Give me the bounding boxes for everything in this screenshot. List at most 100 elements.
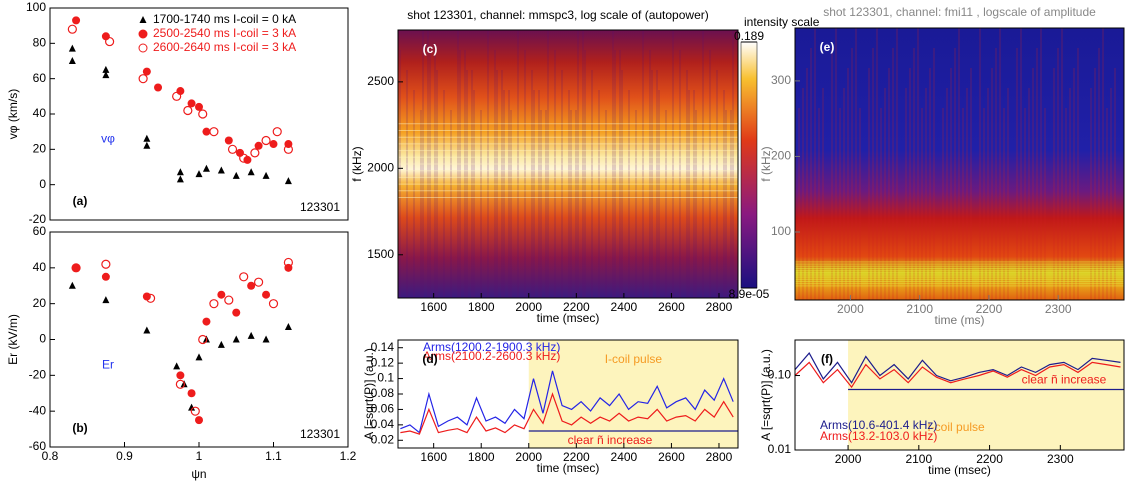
x-axis-label: time (msec)	[537, 311, 600, 325]
data-point	[101, 272, 110, 281]
legend-label: Arms(10.6-401.4 kHz)	[820, 418, 937, 432]
x-axis-label: ψn	[191, 467, 206, 481]
shaded-region	[848, 340, 1124, 450]
y-tick-label: 1500	[367, 247, 394, 261]
data-point	[138, 74, 148, 84]
data-point	[217, 166, 225, 174]
data-point	[68, 44, 76, 52]
shot-label: 123301	[300, 427, 340, 441]
data-point	[239, 153, 249, 163]
data-line	[400, 392, 734, 435]
x-tick-label: 2000	[837, 302, 864, 316]
legend-label: 2600-2640 ms I-coil = 3 kA	[153, 40, 296, 54]
data-line	[400, 370, 734, 434]
quantity-label: vφ	[101, 132, 115, 146]
legend-label: Arms(2100.2-2600.3 kHz)	[423, 349, 560, 363]
plot-frame	[794, 27, 1125, 301]
legend-marker	[138, 29, 148, 39]
data-point	[198, 334, 208, 345]
x-tick-label: 2800	[706, 450, 733, 464]
data-point	[224, 295, 234, 305]
x-tick-label: 2100	[906, 302, 933, 316]
data-point	[71, 263, 81, 273]
legend-label: 2500-2540 ms I-coil = 3 kA	[153, 26, 296, 40]
data-point	[175, 379, 185, 389]
data-point	[188, 403, 196, 411]
data-point	[102, 71, 110, 79]
y-tick-label: 0.10	[768, 368, 792, 382]
data-point	[172, 91, 182, 101]
legend-label: 1700-1740 ms I-coil = 0 kA	[153, 12, 296, 26]
y-tick-label: -20	[29, 212, 47, 226]
data-point	[176, 168, 184, 176]
data-point	[272, 127, 282, 137]
data-point	[143, 326, 151, 334]
reference-line-label: clear ñ increase	[568, 433, 653, 447]
data-point	[202, 317, 211, 326]
panel-label: (c)	[423, 42, 438, 56]
data-point	[227, 144, 238, 154]
data-point	[262, 335, 270, 343]
y-tick-label: 0.06	[371, 402, 395, 416]
y-tick-label: 0.02	[371, 432, 395, 446]
data-point	[142, 67, 151, 76]
data-point	[173, 362, 181, 370]
shaded-region-label: I-coil pulse	[927, 420, 985, 434]
data-point	[176, 371, 185, 380]
data-point	[195, 353, 203, 361]
data-point	[198, 109, 208, 119]
legend-marker	[138, 43, 148, 53]
x-tick-label: 2200	[976, 302, 1003, 316]
y-tick-label: 0	[39, 332, 46, 346]
data-point	[217, 340, 225, 348]
x-tick-label: 2400	[611, 450, 638, 464]
y-axis-label: f (kHz)	[759, 146, 773, 181]
data-point	[284, 322, 292, 330]
data-point	[232, 308, 241, 317]
data-point	[104, 36, 115, 47]
y-tick-label: 40	[33, 260, 47, 274]
legend-label: Arms(13.2-103.0 kHz)	[820, 429, 937, 443]
data-point	[67, 24, 77, 34]
colorbar-tick-label: 8.9e-05	[729, 287, 770, 301]
x-tick-label: 2300	[1047, 452, 1074, 466]
x-axis-label: time (ms)	[935, 313, 985, 327]
data-point	[262, 171, 270, 179]
y-axis-label: vφ (km/s)	[6, 89, 20, 139]
y-tick-label: 0.14	[371, 340, 395, 354]
x-tick-label: 1.1	[265, 449, 282, 463]
reference-line-label: clear ñ increase	[1022, 373, 1107, 387]
panel-label: (f)	[821, 352, 833, 366]
data-point	[254, 141, 263, 150]
data-point	[102, 296, 110, 304]
data-point	[239, 272, 249, 282]
data-point	[247, 168, 255, 176]
data-point	[190, 406, 200, 416]
panel-label: (b)	[72, 421, 87, 435]
y-tick-label: 20	[33, 142, 47, 156]
panel-label: (e)	[820, 40, 835, 54]
data-point	[195, 170, 203, 178]
data-point	[72, 263, 81, 272]
chart-title: shot 123301, channel: mmspc3, log scale …	[407, 8, 709, 22]
y-axis-label: A [=sqrt(P)] (a.u.)	[759, 349, 773, 441]
data-point	[269, 140, 278, 149]
y-tick-label: 0.04	[371, 417, 395, 431]
y-tick-label: 20	[33, 296, 47, 310]
data-point	[143, 134, 151, 142]
y-tick-label: 0.1	[377, 371, 394, 385]
data-line	[794, 352, 1121, 384]
x-tick-label: 2200	[563, 450, 590, 464]
y-tick-label: 60	[33, 71, 47, 85]
data-point	[247, 331, 255, 339]
x-tick-label: 2200	[563, 300, 590, 314]
data-point	[247, 281, 256, 290]
y-tick-label: 100	[771, 224, 791, 238]
y-axis-label: f (kHz)	[350, 146, 364, 181]
data-point	[202, 127, 211, 136]
data-point	[183, 105, 193, 116]
data-point	[283, 144, 293, 154]
legend-marker	[139, 16, 147, 23]
plot-frame	[794, 339, 1125, 451]
